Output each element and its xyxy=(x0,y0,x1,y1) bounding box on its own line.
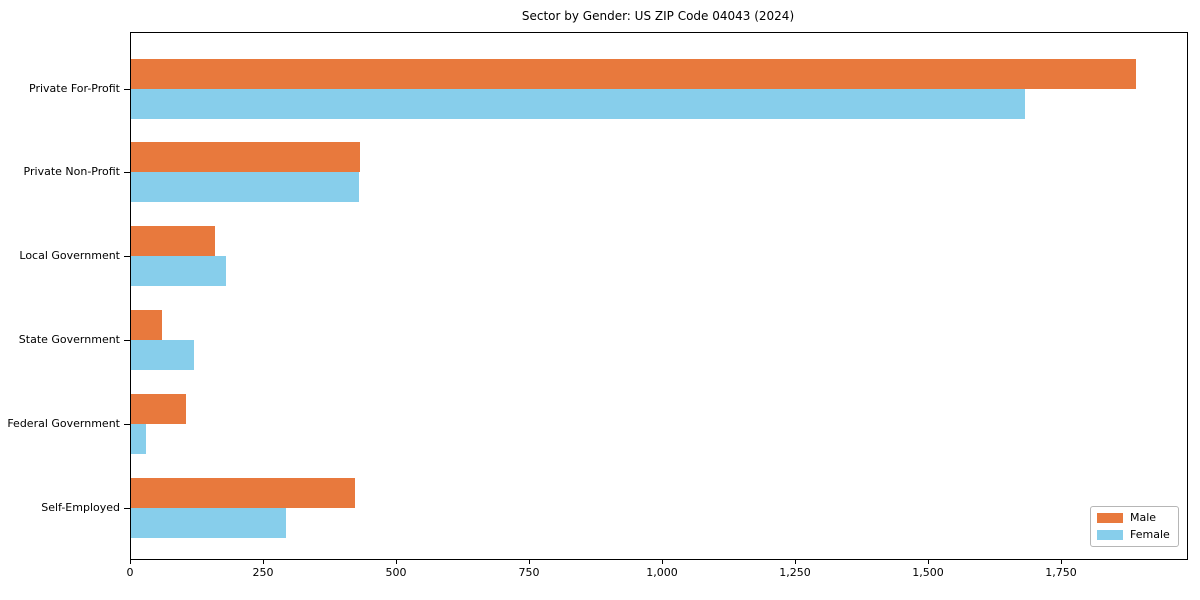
x-axis-tick-label: 1,500 xyxy=(912,566,944,579)
x-axis-tick-label: 1,750 xyxy=(1045,566,1077,579)
x-axis-tick xyxy=(661,559,663,564)
x-axis-tick-label: 750 xyxy=(518,566,540,579)
bar-male xyxy=(131,226,215,257)
x-axis-tick xyxy=(1060,559,1062,564)
y-axis-tick xyxy=(124,88,130,90)
y-axis-label: State Government xyxy=(18,332,120,346)
x-axis-tick xyxy=(794,559,796,564)
y-axis-label: Self-Employed xyxy=(41,500,120,514)
x-axis-tick-label: 500 xyxy=(385,566,407,579)
legend: Male Female xyxy=(1090,506,1179,547)
y-axis-tick xyxy=(124,339,130,341)
x-axis-tick-label: 1,250 xyxy=(779,566,811,579)
y-axis-label: Private For-Profit xyxy=(29,81,120,95)
y-axis-label: Local Government xyxy=(19,249,120,263)
bar-male xyxy=(131,309,162,340)
y-axis-tick xyxy=(124,507,130,509)
y-axis-label: Private Non-Profit xyxy=(23,165,120,179)
bar-female xyxy=(131,256,227,287)
x-axis-tick xyxy=(927,559,929,564)
y-axis-tick xyxy=(124,423,130,425)
chart-title: Sector by Gender: US ZIP Code 04043 (202… xyxy=(521,9,795,23)
legend-item-male: Male xyxy=(1097,512,1171,524)
bar-female xyxy=(131,423,146,454)
x-axis-tick xyxy=(528,559,530,564)
x-axis-tick-label: 1,000 xyxy=(646,566,678,579)
y-axis-tick xyxy=(124,256,130,258)
bar-female xyxy=(131,339,195,370)
legend-swatch-male xyxy=(1097,513,1123,523)
bar-male xyxy=(131,142,360,173)
bar-male xyxy=(131,393,187,424)
y-axis-label: Federal Government xyxy=(7,416,120,430)
legend-label-female: Female xyxy=(1130,528,1170,541)
legend-item-female: Female xyxy=(1097,529,1171,541)
bar-female xyxy=(131,507,286,538)
x-axis-tick xyxy=(130,559,131,564)
x-axis-tick xyxy=(262,559,264,564)
legend-swatch-female xyxy=(1097,530,1123,540)
bar-female xyxy=(131,88,1025,119)
legend-label-male: Male xyxy=(1130,511,1157,524)
x-axis-tick xyxy=(395,559,397,564)
bar-male xyxy=(131,477,355,508)
y-axis-tick xyxy=(124,172,130,174)
bar-male xyxy=(131,58,1137,89)
bar-female xyxy=(131,172,359,203)
plot-area xyxy=(130,32,1188,560)
x-axis-tick-label: 0 xyxy=(126,566,134,579)
x-axis-tick-label: 250 xyxy=(252,566,274,579)
